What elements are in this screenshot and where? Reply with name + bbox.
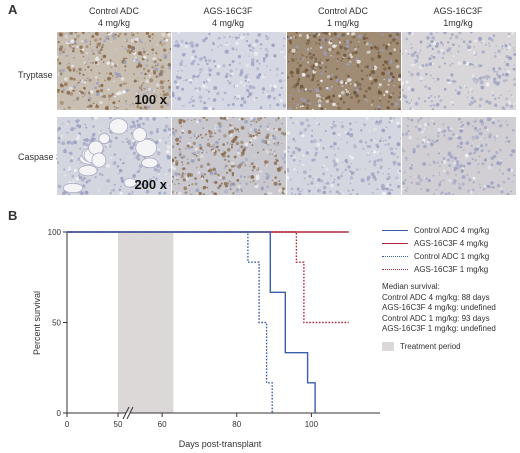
- legend-swatch-ags-4: [382, 243, 408, 244]
- micrograph-tryptase-1: 100 x: [57, 32, 171, 110]
- y-tick-label-50: 50: [52, 319, 61, 328]
- median-survival-line-1: Control ADC 4 mg/kg: 88 days: [382, 292, 490, 302]
- median-survival-block: Median survival: Control ADC 4 mg/kg: 88…: [382, 282, 496, 335]
- micrograph-tryptase-2: [172, 32, 286, 110]
- y-axis-label: Percent survival: [32, 291, 42, 355]
- magnification-label-caspase: 200 x: [134, 177, 167, 192]
- column-header-2-line2: 4 mg/kg: [211, 18, 244, 28]
- row-label-caspase: Caspase 3c: [18, 152, 66, 162]
- legend-swatch-control-1: [382, 256, 408, 257]
- legend-label-ags-4: AGS-16C3F 4 mg/kg: [414, 238, 489, 248]
- micrograph-caspase-1: 200 x: [57, 117, 171, 195]
- treatment-label: Treatment period: [400, 341, 461, 351]
- column-header-2: AGS-16C3F 4 mg/kg: [170, 5, 286, 29]
- micrograph-caspase-2: [172, 117, 286, 195]
- treatment-period-band: [118, 232, 174, 413]
- series-ags-16c3f-1: [67, 231, 349, 324]
- column-header-4: AGS-16C3F 1mg/kg: [400, 5, 516, 29]
- column-header-1-line2: 4 mg/kg: [97, 18, 130, 28]
- series-control-adc-4: [67, 231, 316, 413]
- legend-swatch-ags-1: [382, 269, 408, 270]
- y-tick-label-100: 100: [48, 228, 62, 237]
- legend-item-ags-1: AGS-16C3F 1 mg/kg: [382, 263, 496, 276]
- survival-chart: 0 50 100 0 50 60 80 100 120 Days post-transplant P…: [32, 228, 380, 449]
- legend-item-ags-4: AGS-16C3F 4 mg/kg: [382, 237, 496, 250]
- row-label-tryptase: Tryptase: [18, 70, 53, 80]
- legend-item-control-1: Control ADC 1 mg/kg: [382, 250, 496, 263]
- micrograph-caspase-3: [287, 117, 401, 195]
- legend-item-control-4: Control ADC 4 mg/kg: [382, 224, 496, 237]
- column-header-3-line2: 1 mg/kg: [326, 18, 359, 28]
- magnification-label-tryptase: 100 x: [134, 92, 167, 107]
- column-header-3-line1: Control ADC: [317, 6, 369, 16]
- median-survival-line-3: Control ADC 1 mg/kg: 93 days: [382, 313, 490, 323]
- x-tick-label-60: 60: [158, 420, 167, 429]
- x-tick-label-80: 80: [232, 420, 241, 429]
- panel-a-letter: A: [8, 2, 18, 17]
- legend-label-control-1: Control ADC 1 mg/kg: [414, 251, 490, 261]
- micrograph-tryptase-3: [287, 32, 401, 110]
- x-tick-label-0: 0: [65, 420, 70, 429]
- median-survival-line-4: AGS-16C3F 1 mg/kg: undefined: [382, 324, 496, 333]
- column-header-1: Control ADC 4 mg/kg: [56, 5, 172, 29]
- column-header-2-line1: AGS-16C3F: [203, 6, 253, 16]
- legend-swatch-control-4: [382, 230, 408, 231]
- micrograph-tryptase-4: [402, 32, 516, 110]
- x-tick-label-50: 50: [114, 420, 123, 429]
- chart-legend: Control ADC 4 mg/kg AGS-16C3F 4 mg/kg Co…: [382, 224, 496, 352]
- legend-item-treatment: Treatment period: [382, 342, 496, 352]
- median-survival-title: Median survival:: [382, 282, 440, 291]
- y-tick-label-0: 0: [57, 409, 62, 418]
- x-tick-label-100: 100: [305, 420, 319, 429]
- column-header-4-line2: 1mg/kg: [443, 18, 473, 28]
- column-header-3: Control ADC 1 mg/kg: [285, 5, 401, 29]
- axis-break-mark-1: [122, 406, 130, 420]
- panel-b-letter: B: [8, 208, 18, 223]
- x-axis-label: Days post-transplant: [179, 439, 262, 449]
- legend-label-control-4: Control ADC 4 mg/kg: [414, 225, 490, 235]
- column-header-1-line1: Control ADC: [88, 6, 140, 16]
- series-control-adc-1: [67, 231, 273, 413]
- legend-label-ags-1: AGS-16C3F 1 mg/kg: [414, 264, 489, 274]
- micrograph-caspase-4: [402, 117, 516, 195]
- axis-break-mark-2: [126, 406, 134, 420]
- median-survival-line-2: AGS-16C3F 4 mg/kg: undefined: [382, 303, 496, 312]
- treatment-swatch: [382, 342, 394, 351]
- column-header-4-line1: AGS-16C3F: [433, 6, 483, 16]
- x-tick-label-120: 120: [379, 420, 380, 429]
